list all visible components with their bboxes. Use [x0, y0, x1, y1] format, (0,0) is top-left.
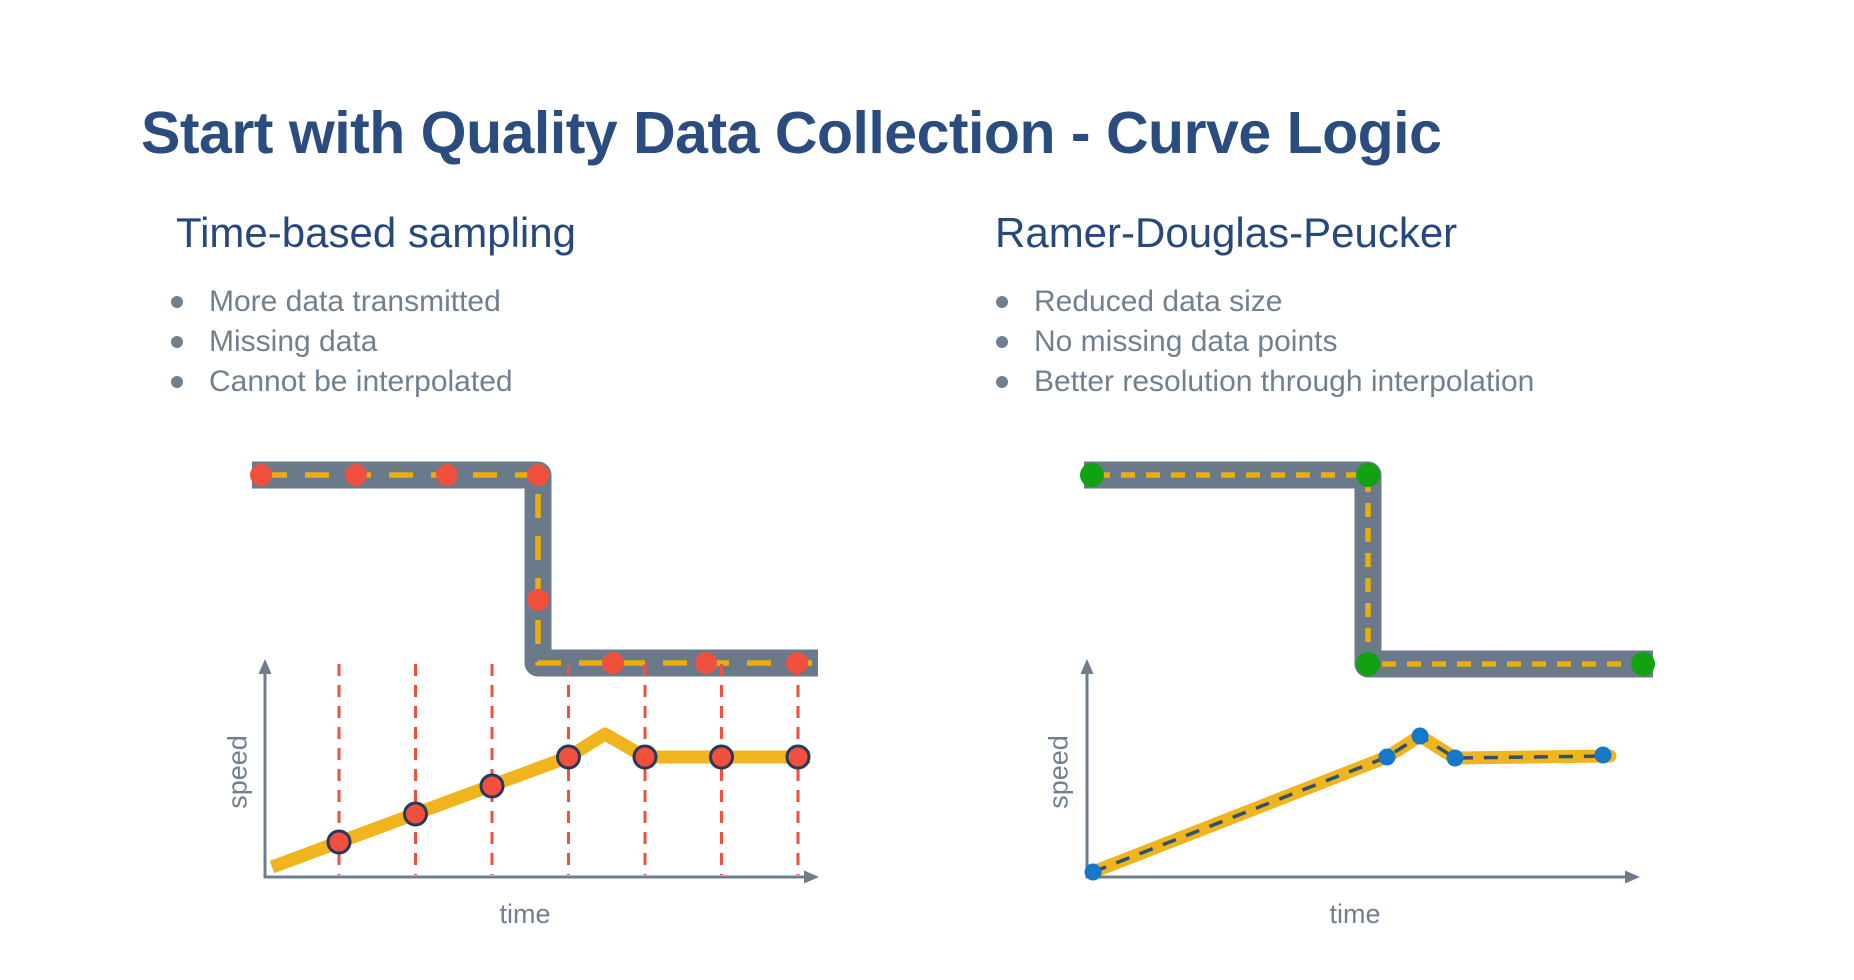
bullet-dot-icon [171, 336, 183, 348]
road-left-sample-dots [527, 589, 549, 611]
page-title: Start with Quality Data Collection - Cur… [141, 100, 1442, 166]
road-right-key-dots [1356, 463, 1380, 487]
bullet-list-time-based: More data transmitted Missing data Canno… [171, 282, 513, 402]
bullet-dot-icon [171, 376, 183, 388]
sampled-points-left [556, 744, 581, 770]
x-axis-left-arrow [804, 870, 819, 884]
bullet-text: Cannot be interpolated [209, 365, 513, 398]
bullet-item: No missing data points [996, 322, 1534, 362]
bullet-text: No missing data points [1034, 325, 1338, 358]
road-left-centerline [263, 472, 812, 666]
bullet-item: Cannot be interpolated [171, 362, 513, 402]
column-heading-time-based: Time-based sampling [176, 209, 576, 256]
sampled-points-left [632, 744, 658, 770]
rdp-points-right [1411, 727, 1429, 745]
y-axis-label-speed-right: speed [1043, 735, 1074, 809]
x-axis-label-time-right: time [1329, 899, 1381, 929]
road-left-sample-dots [250, 464, 272, 486]
rdp-points-right [1446, 749, 1464, 767]
bullet-item: More data transmitted [171, 282, 513, 322]
bullet-item: Reduced data size [996, 282, 1534, 322]
road-right-key-dots [1631, 652, 1655, 676]
rdp-points-right [1594, 746, 1612, 764]
sampled-points-left [709, 744, 734, 770]
road-right-key-dots [1080, 463, 1104, 487]
road-right-key-dots [1356, 652, 1380, 676]
bullet-dot-icon [996, 376, 1008, 388]
y-axis-label-speed-left: speed [222, 735, 253, 809]
road-left-sample-dots [527, 464, 549, 486]
bullet-item: Better resolution through interpolation [996, 362, 1534, 402]
speed-curve-left [269, 727, 810, 874]
bullet-list-rdp: Reduced data size No missing data points… [996, 282, 1534, 402]
x-axis-label-time-left: time [499, 899, 551, 929]
road-left-sample-dots [602, 652, 624, 674]
x-axis-right-arrow [1625, 870, 1640, 884]
sampled-points-left [479, 773, 505, 799]
rdp-points-right [1378, 748, 1396, 766]
road-left-sample-dots [436, 464, 458, 486]
sampled-points-left [403, 801, 428, 827]
rdp-points-right [1084, 863, 1102, 881]
bullet-text: More data transmitted [209, 285, 501, 318]
bullet-dot-icon [996, 336, 1008, 348]
road-right-centerline [1096, 472, 1648, 667]
bullet-item: Missing data [171, 322, 513, 362]
road-left-sample-dots [695, 652, 717, 674]
road-left [252, 461, 818, 677]
bullet-text: Reduced data size [1034, 285, 1283, 318]
y-axis-left-arrow [258, 659, 272, 674]
sampled-points-left [326, 829, 352, 855]
bullet-text: Better resolution through interpolation [1034, 365, 1535, 398]
column-heading-rdp: Ramer-Douglas-Peucker [995, 209, 1458, 256]
y-axis-right-arrow [1080, 659, 1094, 674]
road-left-sample-dots [345, 464, 367, 486]
bullet-dot-icon [171, 296, 183, 308]
speed-curve-right [1086, 729, 1617, 879]
road-left-sample-dots [786, 652, 808, 674]
bullet-dot-icon [996, 296, 1008, 308]
sampled-points-left [785, 744, 811, 770]
bullet-text: Missing data [209, 325, 378, 358]
